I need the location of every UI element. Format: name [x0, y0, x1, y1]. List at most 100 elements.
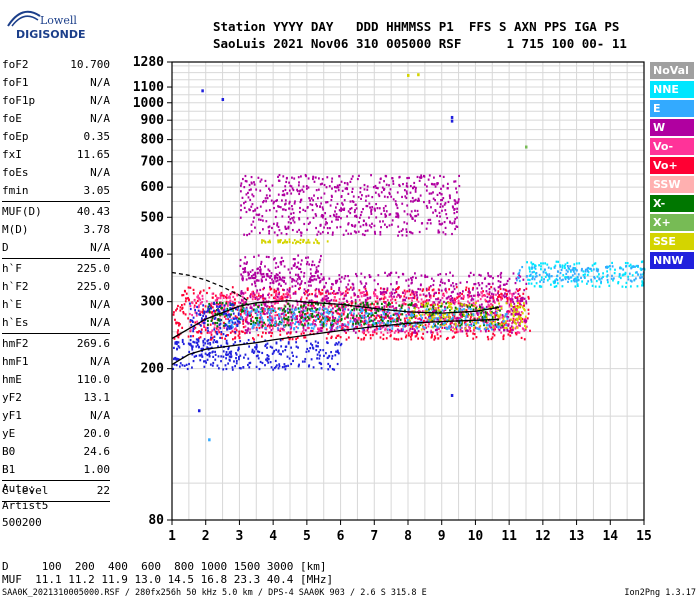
echo-point [354, 224, 357, 227]
echo-point [340, 209, 342, 212]
echo-point [315, 270, 317, 274]
echo-point [199, 313, 202, 317]
echo-point [315, 203, 318, 206]
echo-point [497, 314, 499, 317]
echo-point [431, 334, 433, 337]
echo-point [516, 309, 519, 312]
echo-point [246, 233, 248, 237]
echo-point [204, 360, 207, 363]
echo-point [367, 314, 369, 318]
echo-point [350, 232, 352, 235]
echo-point [503, 326, 506, 330]
echo-point [270, 294, 273, 297]
echo-point [511, 294, 514, 297]
echo-point [451, 296, 454, 300]
echo-point [484, 314, 486, 317]
echo-point [497, 286, 500, 289]
echo-point [404, 331, 406, 334]
echo-point [466, 280, 468, 284]
echo-point [310, 329, 312, 333]
echo-point [351, 308, 354, 312]
echo-point [216, 332, 219, 336]
echo-point [441, 198, 444, 202]
echo-point [286, 288, 289, 291]
echo-point [238, 358, 240, 361]
echo-point [251, 293, 254, 296]
echo-point [395, 312, 397, 315]
echo-point [438, 191, 441, 195]
echo-point [293, 177, 296, 180]
echo-point [499, 276, 502, 279]
echo-point [252, 273, 255, 276]
echo-point [178, 346, 181, 349]
echo-point [497, 299, 500, 302]
echo-point [629, 279, 632, 282]
echo-point [279, 339, 282, 342]
echo-point [331, 327, 333, 330]
echo-point [454, 324, 457, 327]
echo-point [501, 314, 504, 317]
echo-point [337, 341, 340, 344]
echo-point [347, 192, 350, 195]
echo-point [200, 324, 202, 327]
echo-point [580, 269, 583, 272]
echo-point [237, 313, 240, 316]
echo-point [288, 311, 291, 314]
echo-point [409, 319, 411, 323]
echo-point [518, 305, 520, 309]
echo-point [570, 270, 572, 273]
echo-point [490, 311, 493, 314]
echo-point [421, 313, 424, 316]
echo-point [300, 175, 302, 178]
echo-point [427, 320, 430, 323]
echo-point [209, 342, 211, 345]
echo-point [340, 276, 343, 279]
echo-point [263, 303, 266, 306]
echo-point [488, 288, 491, 291]
echo-point [267, 268, 270, 271]
echo-point [285, 177, 288, 180]
echo-point [253, 304, 255, 307]
echo-point [388, 295, 391, 298]
echo-point [342, 312, 345, 315]
echo-point [320, 323, 323, 326]
echo-point [309, 347, 312, 350]
echo-point [244, 270, 247, 273]
echo-point [287, 215, 290, 218]
echo-point [553, 281, 555, 285]
echo-point [457, 317, 460, 320]
echo-point [333, 292, 335, 295]
echo-point [353, 312, 355, 315]
echo-point [224, 337, 227, 340]
echo-point [312, 366, 315, 369]
echo-point [430, 313, 433, 317]
param-name: foF2 [2, 58, 29, 71]
echo-point [223, 324, 225, 327]
echo-point [277, 225, 280, 228]
echo-point [245, 310, 247, 314]
echo-point [206, 326, 209, 330]
echo-point [173, 311, 175, 314]
echo-point [472, 294, 475, 297]
echo-point [520, 311, 523, 314]
echo-point [432, 306, 435, 309]
echo-point [195, 312, 198, 315]
echo-point [463, 321, 466, 324]
echo-point [315, 287, 318, 291]
echo-point [325, 317, 328, 320]
echo-point [176, 342, 178, 346]
echo-point [459, 281, 462, 284]
echo-point [182, 312, 185, 315]
echo-point [300, 270, 303, 274]
echo-point [411, 196, 414, 200]
echo-point [278, 293, 280, 296]
echo-point [445, 297, 448, 300]
echo-point [234, 331, 237, 334]
echo-point [318, 361, 321, 365]
param-value: 20.0 [83, 427, 111, 440]
echo-point [508, 305, 511, 308]
echo-point [189, 307, 192, 311]
echo-point [295, 345, 298, 348]
echo-point [471, 320, 474, 323]
echo-point [304, 314, 307, 318]
